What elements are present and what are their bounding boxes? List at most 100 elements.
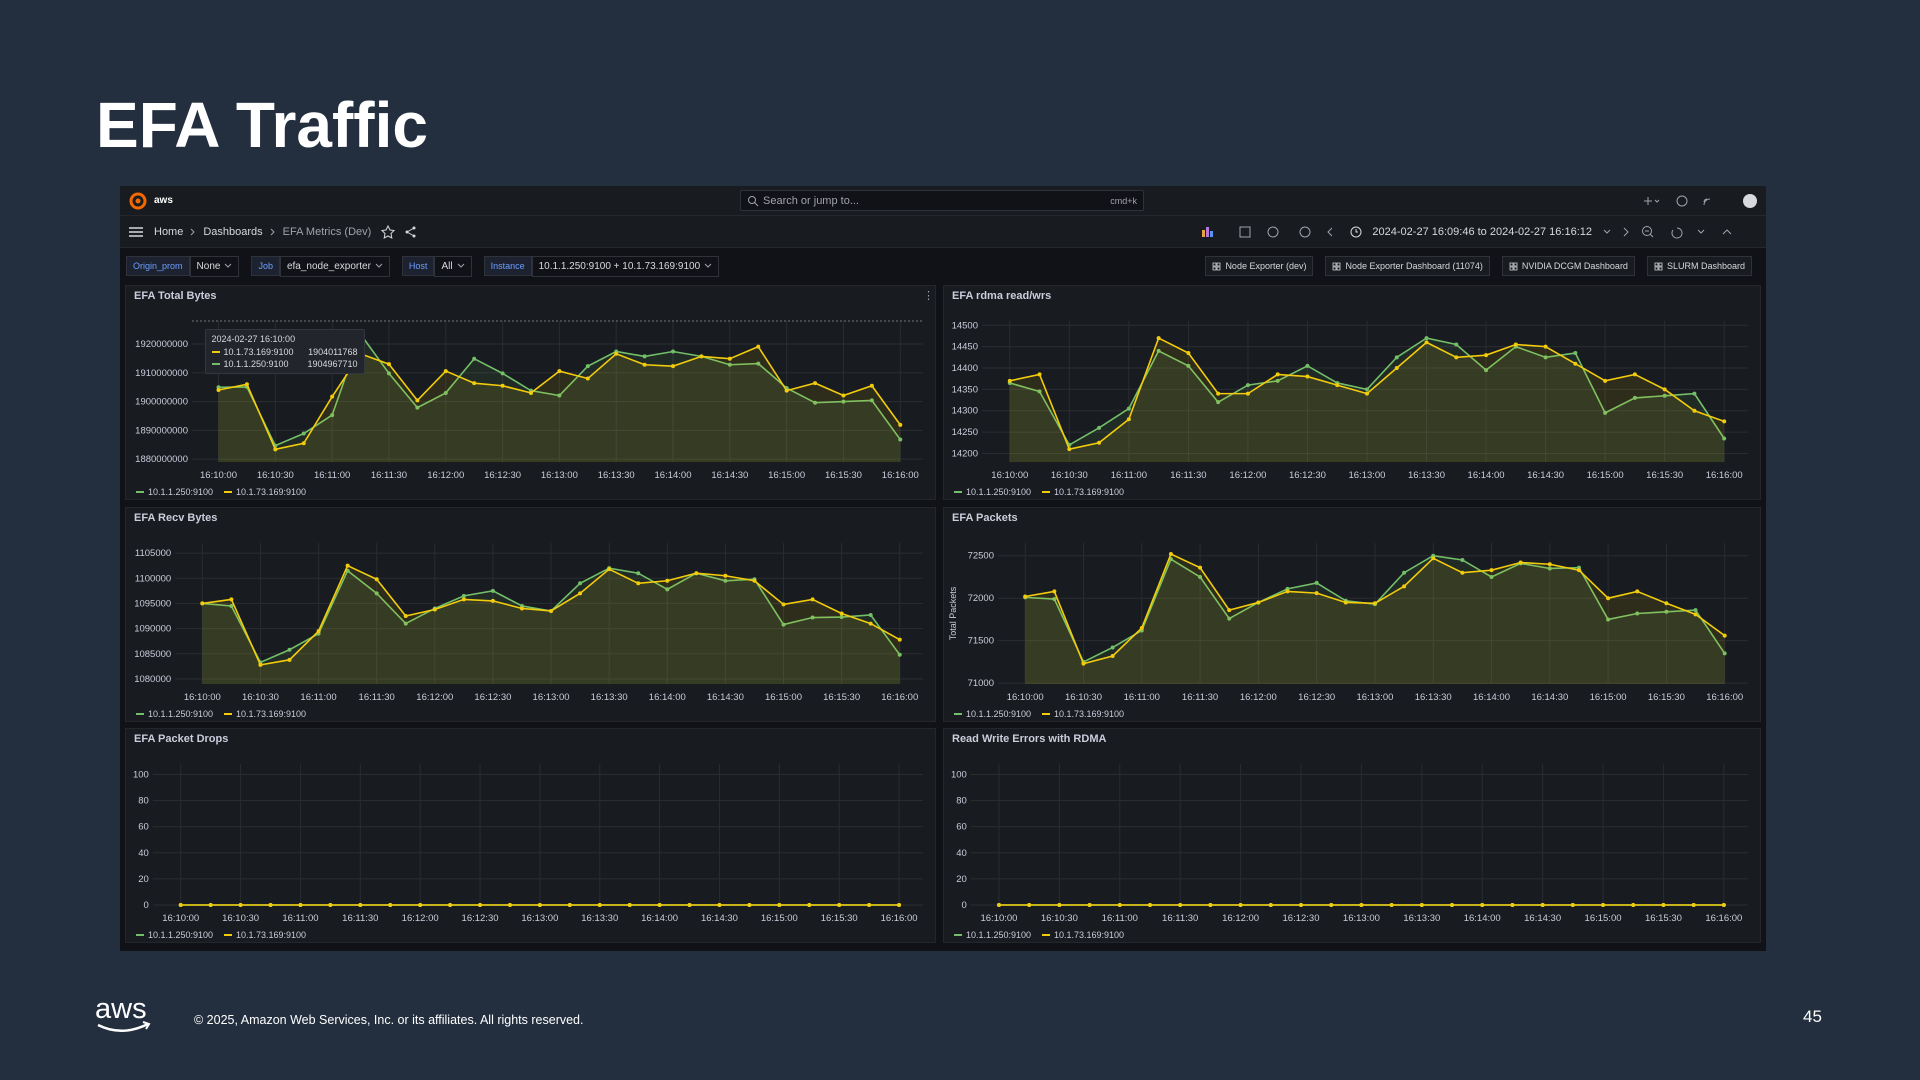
time-range[interactable]: 2024-02-27 16:09:46 to 2024-02-27 16:16:… bbox=[1372, 225, 1592, 238]
data-point bbox=[1543, 355, 1548, 360]
data-point bbox=[1603, 410, 1608, 415]
x-tick-label: 16:12:30 bbox=[462, 913, 499, 924]
data-point bbox=[1275, 372, 1280, 377]
data-point bbox=[273, 447, 278, 452]
data-point bbox=[1543, 344, 1548, 349]
x-tick-label: 16:12:00 bbox=[402, 913, 439, 924]
variables: Origin_prom None Job efa_node_exporter Host A… bbox=[126, 255, 731, 277]
y-tick-label: 0 bbox=[962, 900, 967, 911]
data-point bbox=[461, 597, 466, 602]
data-point bbox=[478, 903, 483, 907]
x-tick-label: 16:10:00 bbox=[200, 470, 237, 481]
y-tick-label: 20 bbox=[138, 874, 149, 885]
brand: aws bbox=[154, 195, 173, 206]
data-point bbox=[839, 611, 844, 616]
grid-icon bbox=[1213, 262, 1221, 270]
data-point bbox=[258, 662, 263, 667]
dashboard-link[interactable]: NVIDIA DCGM Dashboard bbox=[1501, 256, 1635, 276]
data-point bbox=[781, 602, 786, 607]
dashboard-link[interactable]: SLURM Dashboard bbox=[1646, 256, 1752, 276]
panel: EFA Total Bytes ⋮ 1880000000 1890000000 1900… bbox=[125, 285, 936, 500]
x-tick-label: 16:13:30 bbox=[1415, 692, 1452, 703]
x-tick-label: 16:14:00 bbox=[641, 913, 678, 924]
dashboard-link[interactable]: Node Exporter Dashboard (11074) bbox=[1325, 256, 1490, 276]
x-tick-label: 16:15:30 bbox=[825, 470, 862, 481]
data-point bbox=[898, 422, 903, 427]
page-number: 45 bbox=[1803, 1007, 1822, 1026]
data-point bbox=[415, 405, 420, 410]
grid-icon bbox=[1654, 262, 1663, 270]
x-tick-label: 16:10:30 bbox=[222, 913, 259, 924]
data-point bbox=[752, 578, 757, 583]
data-point bbox=[1635, 611, 1640, 616]
link-icon bbox=[1333, 262, 1341, 270]
breadcrumb[interactable]: EFA Metrics (Dev) bbox=[282, 225, 372, 238]
data-point bbox=[443, 390, 448, 395]
chart: EFA Packets Total Packets 71000 71500 72000 7… bbox=[948, 512, 1748, 719]
variable-value[interactable]: All bbox=[434, 255, 472, 277]
top-bar: aws Search or jump to... cmd+k bbox=[120, 186, 1766, 216]
toolbar-icons[interactable] bbox=[1200, 225, 1340, 239]
data-point bbox=[627, 903, 632, 907]
series-area bbox=[218, 346, 901, 462]
y-tick-label: 20 bbox=[956, 874, 967, 885]
dashboard-link[interactable]: Node Exporter (dev) bbox=[1205, 256, 1314, 276]
data-point bbox=[403, 614, 408, 619]
variable-value[interactable]: efa_node_exporter bbox=[279, 255, 390, 277]
data-point bbox=[1484, 353, 1489, 358]
x-tick-label: 16:13:00 bbox=[521, 913, 558, 924]
x-tick-label: 16:15:00 bbox=[761, 913, 798, 924]
x-tick-label: 16:11:30 bbox=[1162, 913, 1198, 924]
time-controls[interactable] bbox=[1602, 225, 1752, 239]
variable-value[interactable]: 10.1.1.250:9100 + 10.1.73.169:9100 bbox=[531, 255, 720, 277]
crumb-icons[interactable] bbox=[381, 224, 421, 239]
data-point bbox=[1632, 395, 1637, 400]
link-text: Node Exporter (dev) bbox=[1225, 261, 1307, 271]
search-box[interactable]: Search or jump to... cmd+k bbox=[740, 190, 1144, 211]
x-tick-label: 16:16:00 bbox=[881, 913, 918, 924]
legend-label: 10.1.1.250:9100 bbox=[966, 487, 1031, 497]
legend-label: 10.1.1.250:9100 bbox=[148, 709, 213, 719]
data-point bbox=[500, 383, 505, 388]
y-tick-label: 100 bbox=[133, 769, 149, 780]
series-area bbox=[202, 565, 900, 684]
data-point bbox=[1664, 609, 1669, 614]
data-point bbox=[699, 354, 704, 359]
x-tick-label: 16:13:30 bbox=[591, 692, 628, 703]
data-point bbox=[1722, 651, 1727, 656]
breadcrumb[interactable]: Home bbox=[154, 225, 184, 238]
x-tick-label: 16:13:00 bbox=[541, 470, 578, 481]
data-point bbox=[1372, 601, 1377, 606]
data-point bbox=[1431, 556, 1436, 561]
panel-title: EFA Packets bbox=[952, 512, 1018, 524]
x-tick-label: 16:12:00 bbox=[1240, 692, 1277, 703]
data-point bbox=[996, 903, 1001, 907]
data-point bbox=[747, 903, 752, 907]
data-point bbox=[301, 431, 306, 436]
data-point bbox=[810, 597, 815, 602]
grafana-logo[interactable] bbox=[128, 191, 148, 211]
data-point bbox=[727, 362, 732, 367]
data-point bbox=[1454, 355, 1459, 360]
data-point bbox=[1513, 342, 1518, 347]
y-tick-label: 14300 bbox=[952, 406, 978, 417]
x-tick-label: 16:11:00 bbox=[314, 470, 350, 481]
data-point bbox=[585, 376, 590, 381]
data-point bbox=[519, 606, 524, 611]
data-point bbox=[1364, 387, 1369, 392]
data-point bbox=[1722, 436, 1727, 441]
data-point bbox=[1480, 903, 1485, 907]
data-point bbox=[500, 371, 505, 376]
top-icons[interactable] bbox=[1640, 191, 1760, 211]
x-tick-label: 16:15:30 bbox=[1645, 913, 1682, 924]
menu-icon[interactable] bbox=[128, 225, 144, 239]
variable-value[interactable]: None bbox=[189, 255, 240, 277]
data-point bbox=[636, 581, 641, 586]
x-tick-label: 16:14:30 bbox=[1524, 913, 1561, 924]
data-point bbox=[897, 903, 902, 907]
data-point bbox=[1081, 661, 1086, 666]
x-tick-label: 16:12:00 bbox=[427, 470, 464, 481]
data-point bbox=[1097, 440, 1102, 445]
panel-title: EFA rdma read/wrs bbox=[952, 290, 1051, 302]
breadcrumb[interactable]: Dashboards bbox=[203, 225, 263, 238]
